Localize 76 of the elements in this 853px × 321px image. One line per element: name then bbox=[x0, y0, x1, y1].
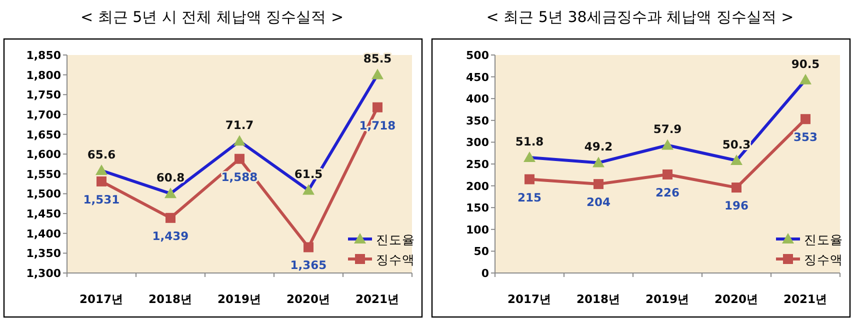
x-tick-label: 2021년 bbox=[355, 292, 400, 306]
y-tick-label: 1,450 bbox=[26, 208, 62, 221]
data-label: 51.8 bbox=[515, 134, 544, 148]
point bbox=[234, 135, 246, 146]
chart-title: < 최근 5년 시 전체 체납액 징수실적 > bbox=[80, 8, 344, 26]
data-label: 71.7 bbox=[225, 118, 254, 132]
y-tick-label: 150 bbox=[466, 202, 490, 215]
point bbox=[592, 156, 604, 168]
legend-label: 징수액 bbox=[804, 252, 843, 267]
data-label: 85.5 bbox=[363, 52, 392, 66]
point bbox=[302, 184, 314, 195]
y-tick-label: 450 bbox=[466, 70, 490, 84]
point bbox=[372, 102, 382, 112]
y-tick-label: 200 bbox=[466, 180, 490, 193]
y-tick-label: 1,300 bbox=[26, 267, 62, 280]
legend-label: 진도율 bbox=[804, 232, 843, 247]
point bbox=[164, 188, 176, 198]
y-tick-label: 1,500 bbox=[26, 188, 62, 201]
point bbox=[524, 174, 534, 184]
y-tick-label: 100 bbox=[466, 223, 490, 236]
x-tick-label: 2018년 bbox=[576, 292, 621, 306]
data-label: 50.3 bbox=[722, 137, 751, 152]
y-tick-label: 500 bbox=[466, 49, 490, 62]
y-tick-label: 1,650 bbox=[26, 128, 62, 142]
point bbox=[96, 164, 108, 175]
x-tick-label: 2017년 bbox=[79, 292, 124, 306]
y-tick-label: 1,700 bbox=[26, 108, 62, 122]
y-tick-label: 1,350 bbox=[26, 247, 62, 260]
point bbox=[304, 242, 314, 252]
data-label: 49.2 bbox=[584, 140, 613, 154]
point bbox=[730, 154, 742, 165]
x-tick-label: 2018년 bbox=[148, 292, 193, 306]
y-tick-label: 1,850 bbox=[26, 49, 62, 62]
point bbox=[372, 68, 384, 80]
point bbox=[234, 154, 244, 164]
x-tick-label: 2019년 bbox=[217, 292, 262, 306]
y-tick-label: 1,400 bbox=[26, 227, 62, 240]
y-tick-label: 400 bbox=[466, 92, 490, 106]
y-tick-label: 50 bbox=[474, 245, 490, 258]
y-tick-label: 1,550 bbox=[26, 168, 62, 181]
data-label: 60.8 bbox=[156, 170, 185, 185]
x-tick-label: 2017년 bbox=[507, 292, 552, 306]
y-tick-label: 1,800 bbox=[26, 68, 62, 82]
data-label: 226 bbox=[655, 185, 680, 200]
point bbox=[524, 151, 536, 162]
point bbox=[96, 176, 106, 186]
chart-title: < 최근 5년 38세금징수과 체납액 징수실적 > bbox=[486, 8, 794, 26]
y-tick-label: 350 bbox=[466, 114, 490, 128]
y-tick-label: 0 bbox=[481, 267, 490, 280]
x-tick-label: 2020년 bbox=[286, 292, 331, 306]
point bbox=[662, 169, 672, 180]
y-tick-label: 1,750 bbox=[26, 88, 62, 102]
point bbox=[662, 139, 674, 150]
data-label: 65.6 bbox=[87, 147, 116, 162]
data-label: 204 bbox=[586, 195, 611, 210]
data-label: 90.5 bbox=[791, 56, 820, 71]
data-label: 57.9 bbox=[653, 122, 682, 136]
data-label: 1,365 bbox=[290, 258, 327, 272]
point bbox=[594, 179, 604, 190]
data-label: 1,439 bbox=[152, 228, 189, 243]
x-tick-label: 2020년 bbox=[714, 292, 759, 306]
point bbox=[800, 74, 812, 84]
legend-label: 진도율 bbox=[376, 232, 415, 247]
data-label: 353 bbox=[793, 130, 818, 144]
y-tick-label: 300 bbox=[466, 136, 490, 150]
y-tick-label: 1,600 bbox=[26, 148, 62, 162]
y-tick-label: 250 bbox=[466, 158, 490, 171]
x-tick-label: 2019년 bbox=[645, 292, 690, 306]
legend-label: 징수액 bbox=[376, 252, 415, 267]
x-tick-label: 2021년 bbox=[783, 292, 828, 306]
point bbox=[732, 182, 742, 193]
point bbox=[166, 212, 176, 223]
data-label: 196 bbox=[724, 198, 749, 213]
data-label: 1,531 bbox=[83, 192, 120, 206]
point bbox=[800, 114, 810, 124]
data-label: 215 bbox=[517, 190, 542, 204]
